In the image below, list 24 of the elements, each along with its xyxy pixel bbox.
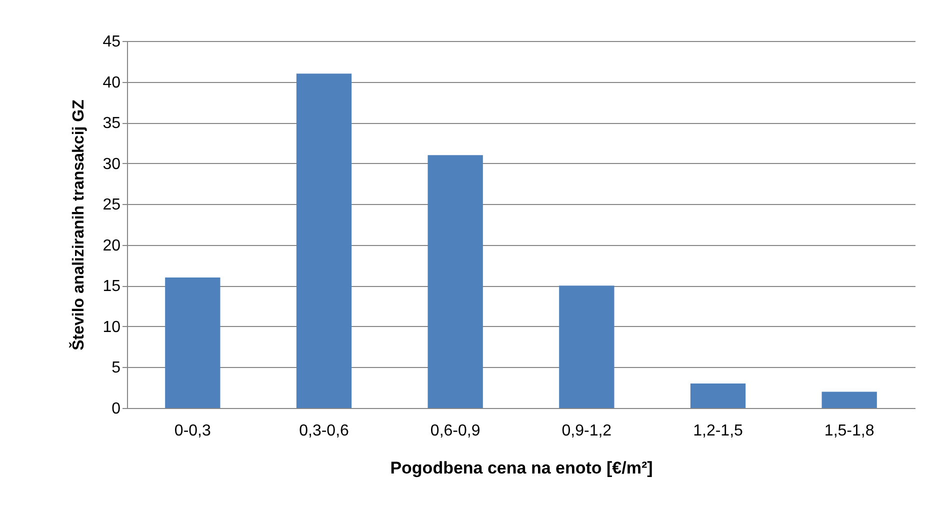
y-tick-label: 10 [102,318,121,336]
bar [822,392,877,408]
bar [559,286,614,408]
x-tick-label: 0,3-0,6 [299,422,350,440]
x-tick-label: 1,5-1,8 [824,422,874,440]
x-tick-label: 0,6-0,9 [430,422,480,440]
x-tick-label: 0-0,3 [174,422,212,440]
y-tick-label: 40 [102,74,121,92]
y-tick-label: 30 [102,156,121,173]
y-tick-label: 35 [102,115,121,132]
y-tick-label: 0 [112,400,121,418]
bar [296,74,352,408]
y-axis-title: Število analiziranih transakcij GZ [68,99,88,350]
y-tick-label: 25 [102,196,121,214]
bar [690,384,746,408]
y-tick-label: 15 [102,278,121,296]
bar [428,155,483,408]
x-tick-label: 1,2-1,5 [693,422,744,440]
y-tick-label: 45 [102,34,121,50]
x-axis-title: Pogodbena cena na enoto [€/m²] [390,458,653,478]
y-tick-label: 20 [102,237,121,254]
x-tick-label: 0,9-1,2 [562,422,612,440]
y-tick-label: 5 [112,360,121,377]
bar [165,278,220,408]
